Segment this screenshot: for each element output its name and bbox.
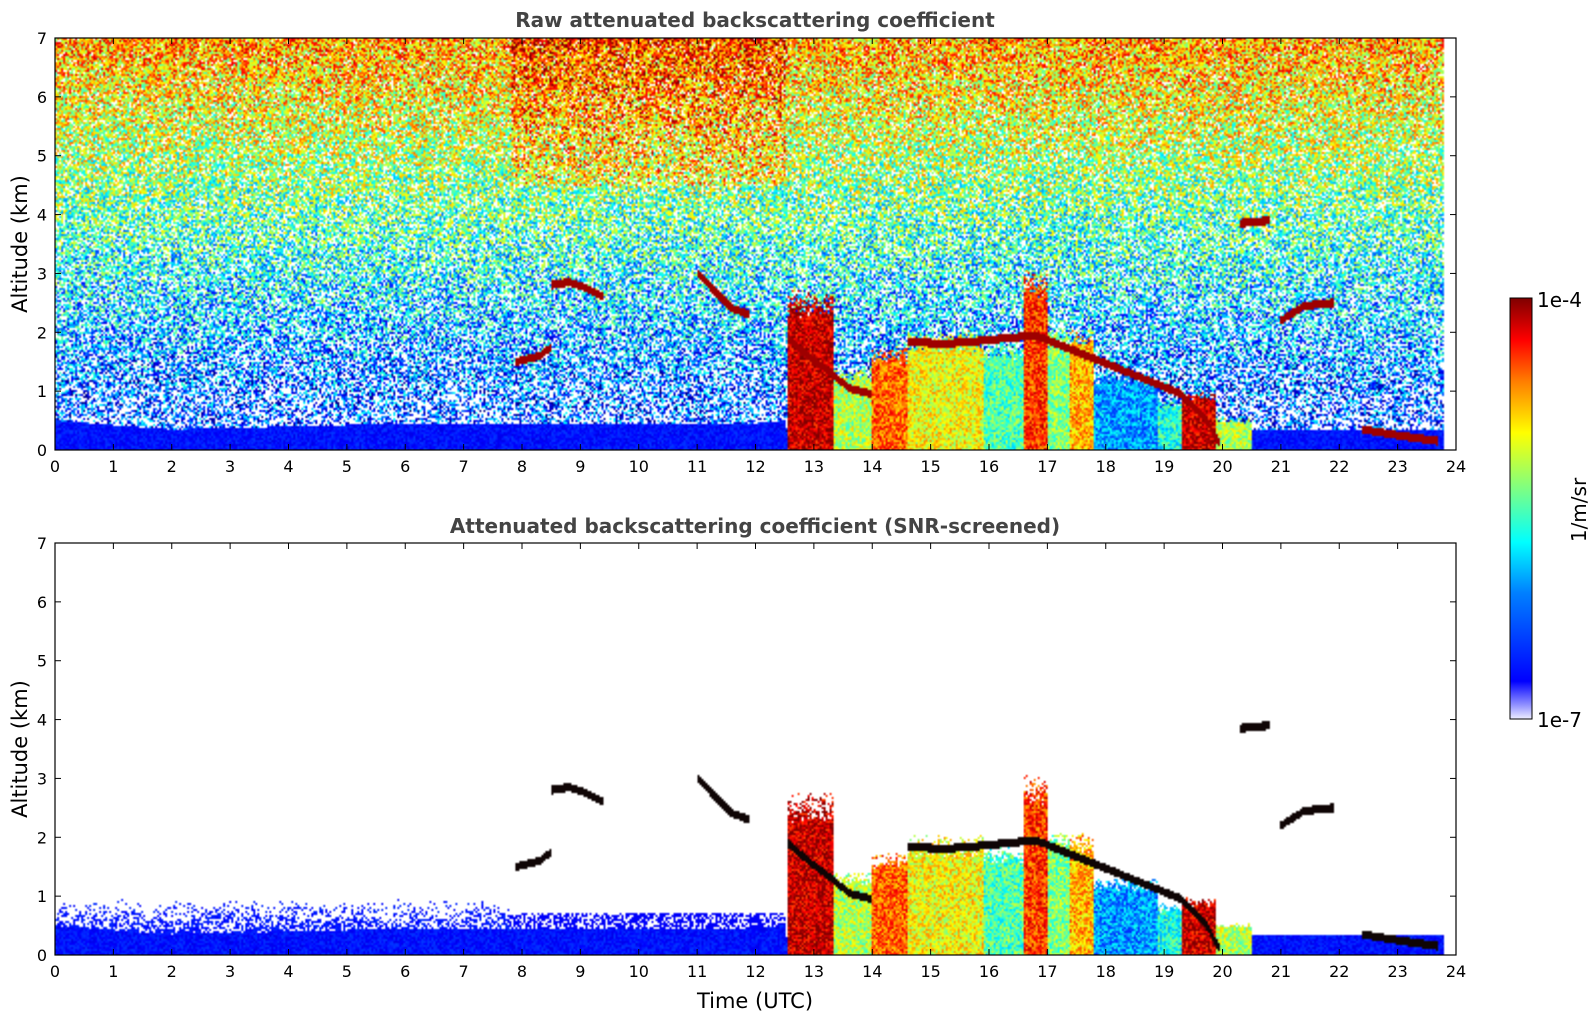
x-tick-label: 13 [804, 457, 824, 476]
y-tick-label: 3 [37, 264, 47, 283]
x-tick-label: 10 [629, 962, 649, 981]
x-tick-label: 22 [1329, 457, 1349, 476]
chart-title-screened: Attenuated backscattering coefficient (S… [450, 514, 1060, 538]
x-tick-label: 11 [687, 962, 707, 981]
x-tick-label: 7 [459, 457, 469, 476]
colorbar: 1e-4 1e-7 1/m/sr [1509, 288, 1591, 732]
colorbar-gradient [1509, 297, 1533, 720]
heatmap-screened [55, 543, 1456, 955]
x-tick-label: 4 [283, 457, 293, 476]
y-tick-label: 5 [37, 147, 47, 166]
y-tick-label: 6 [37, 593, 47, 612]
x-tick-label: 5 [342, 457, 352, 476]
y-tick-label: 1 [37, 887, 47, 906]
x-tick-label: 0 [50, 457, 60, 476]
x-tick-label: 15 [920, 457, 940, 476]
x-tick-label: 14 [862, 457, 882, 476]
x-tick-label: 10 [629, 457, 649, 476]
y-tick-label: 2 [37, 323, 47, 342]
y-tick-label: 4 [37, 711, 47, 730]
colorbar-unit-label: 1/m/sr [1567, 477, 1591, 542]
x-tick-label: 7 [459, 962, 469, 981]
x-tick-label: 15 [920, 962, 940, 981]
x-tick-label: 14 [862, 962, 882, 981]
panel-screened: Attenuated backscattering coefficient (S… [8, 514, 1466, 1013]
x-tick-label: 18 [1096, 962, 1116, 981]
y-tick-label: 1 [37, 382, 47, 401]
x-tick-label: 21 [1271, 962, 1291, 981]
colorbar-max-label: 1e-4 [1537, 288, 1582, 312]
y-tick-label: 0 [37, 441, 47, 460]
x-tick-label: 0 [50, 962, 60, 981]
x-tick-label: 12 [745, 962, 765, 981]
x-tick-label: 22 [1329, 962, 1349, 981]
x-tick-label: 24 [1446, 962, 1466, 981]
chart-title-raw: Raw attenuated backscattering coefficien… [515, 8, 995, 32]
heatmap-raw [55, 38, 1456, 450]
x-tick-label: 6 [400, 962, 410, 981]
x-tick-label: 19 [1154, 457, 1174, 476]
y-tick-label: 0 [37, 946, 47, 965]
y-axis-label-screened: Altitude (km) [8, 680, 32, 818]
x-tick-label: 16 [979, 962, 999, 981]
panel-raw: Raw attenuated backscattering coefficien… [8, 8, 1466, 476]
x-tick-label: 1 [108, 457, 118, 476]
x-tick-label: 21 [1271, 457, 1291, 476]
y-tick-label: 3 [37, 769, 47, 788]
x-axis-label: Time (UTC) [696, 989, 813, 1013]
axis-ticks-raw: 0 1 2 3 4 5 6 7 8 9 10 11 12 13 14 15 16 17 18 19 20 21 22 23 24… [37, 29, 1466, 476]
x-tick-label: 23 [1387, 962, 1407, 981]
x-tick-label: 9 [575, 962, 585, 981]
x-tick-label: 6 [400, 457, 410, 476]
x-tick-label: 13 [804, 962, 824, 981]
x-tick-label: 8 [517, 457, 527, 476]
x-tick-label: 20 [1212, 962, 1232, 981]
x-tick-label: 23 [1387, 457, 1407, 476]
axis-ticks-screened: 0 1 2 3 4 5 6 7 8 9 10 11 12 13 14 15 16 17 18 19 20 21 22 23 24… [37, 534, 1466, 981]
y-tick-label: 4 [37, 206, 47, 225]
x-tick-label: 17 [1037, 457, 1057, 476]
x-tick-label: 19 [1154, 962, 1174, 981]
x-tick-label: 18 [1096, 457, 1116, 476]
y-axis-label-raw: Altitude (km) [8, 175, 32, 313]
y-tick-label: 2 [37, 828, 47, 847]
x-tick-label: 4 [283, 962, 293, 981]
y-tick-label: 7 [37, 29, 47, 48]
y-tick-label: 6 [37, 88, 47, 107]
x-tick-label: 12 [745, 457, 765, 476]
x-tick-label: 2 [167, 457, 177, 476]
x-tick-label: 5 [342, 962, 352, 981]
x-tick-label: 3 [225, 962, 235, 981]
x-tick-label: 11 [687, 457, 707, 476]
x-tick-label: 20 [1212, 457, 1232, 476]
x-tick-label: 9 [575, 457, 585, 476]
x-tick-label: 3 [225, 457, 235, 476]
y-tick-label: 5 [37, 652, 47, 671]
colorbar-min-label: 1e-7 [1537, 708, 1582, 732]
x-tick-label: 2 [167, 962, 177, 981]
x-tick-label: 1 [108, 962, 118, 981]
x-tick-label: 17 [1037, 962, 1057, 981]
x-tick-label: 16 [979, 457, 999, 476]
y-tick-label: 7 [37, 534, 47, 553]
x-tick-label: 8 [517, 962, 527, 981]
x-tick-label: 24 [1446, 457, 1466, 476]
